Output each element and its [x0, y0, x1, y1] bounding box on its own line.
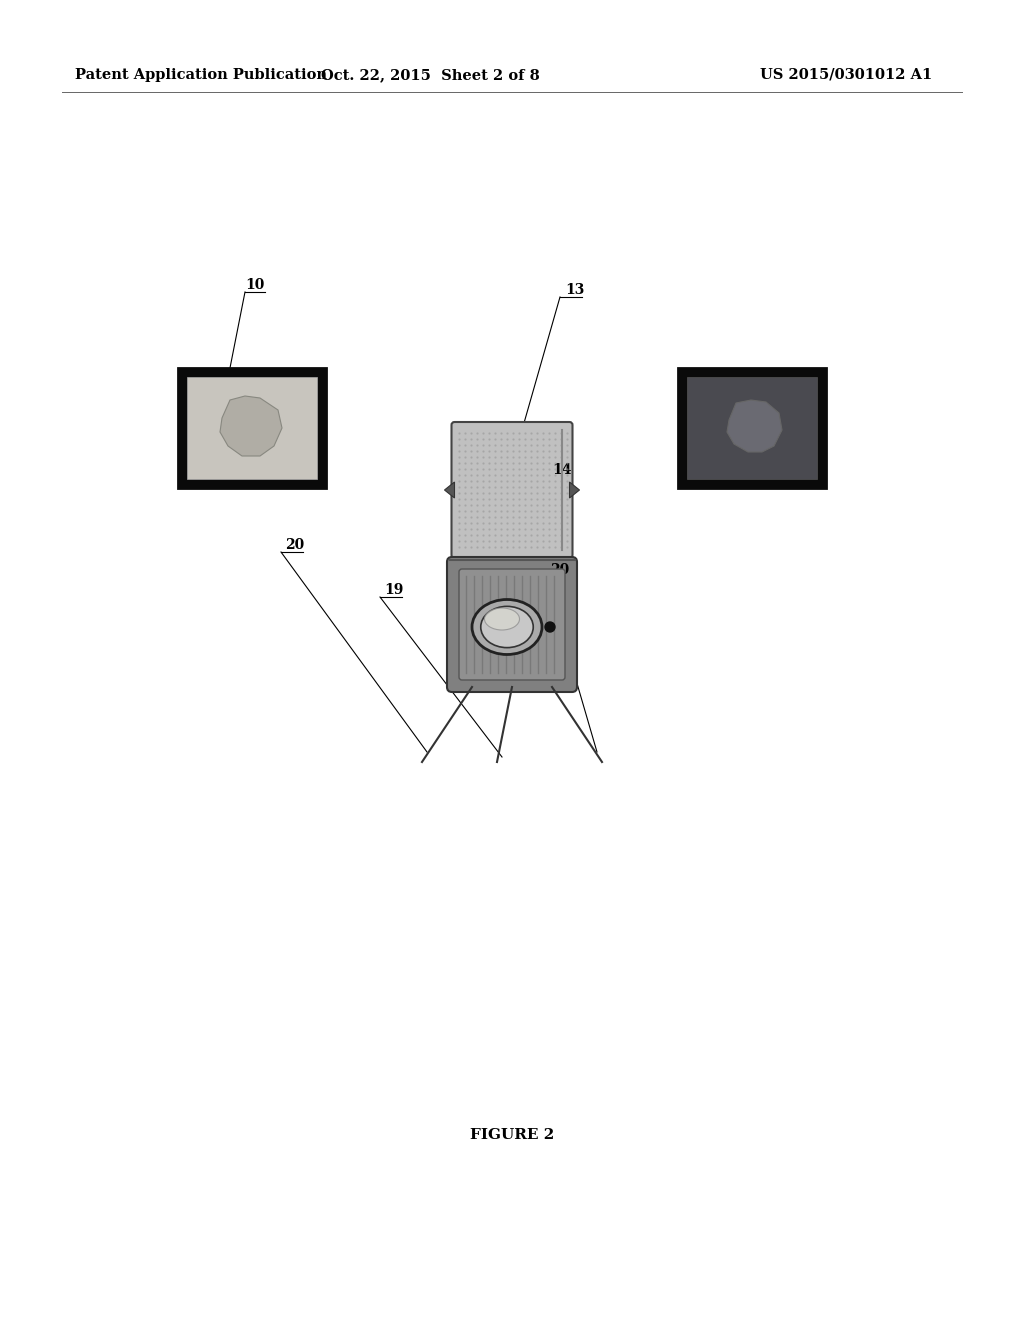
Text: Patent Application Publication: Patent Application Publication — [75, 69, 327, 82]
Text: US 2015/0301012 A1: US 2015/0301012 A1 — [760, 69, 932, 82]
Polygon shape — [569, 482, 580, 498]
Bar — [678, 368, 826, 488]
Ellipse shape — [484, 609, 519, 630]
Ellipse shape — [472, 599, 542, 655]
Text: Oct. 22, 2015  Sheet 2 of 8: Oct. 22, 2015 Sheet 2 of 8 — [321, 69, 540, 82]
Text: FIGURE 2: FIGURE 2 — [470, 1129, 554, 1142]
Ellipse shape — [480, 606, 534, 648]
Polygon shape — [220, 396, 282, 455]
FancyBboxPatch shape — [452, 422, 572, 558]
Bar — [178, 368, 326, 488]
Text: 10: 10 — [245, 279, 264, 292]
FancyBboxPatch shape — [459, 569, 565, 680]
Bar — [187, 378, 317, 479]
FancyBboxPatch shape — [447, 557, 577, 692]
Text: 14: 14 — [552, 463, 571, 477]
Text: 20: 20 — [550, 564, 569, 577]
Text: 19: 19 — [384, 583, 403, 597]
Bar — [687, 378, 817, 479]
Text: 13: 13 — [565, 282, 585, 297]
Circle shape — [545, 622, 555, 632]
Text: 20: 20 — [285, 539, 304, 552]
Polygon shape — [444, 482, 455, 498]
Polygon shape — [727, 400, 782, 451]
